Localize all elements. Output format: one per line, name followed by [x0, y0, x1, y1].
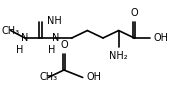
Text: NH: NH — [47, 16, 62, 26]
Text: N: N — [21, 33, 29, 43]
Text: NH₂: NH₂ — [109, 51, 128, 61]
Text: N: N — [52, 33, 60, 43]
Text: O: O — [60, 40, 68, 50]
Text: H: H — [16, 45, 24, 55]
Text: CH₃: CH₃ — [39, 72, 57, 82]
Text: CH₃: CH₃ — [2, 26, 20, 36]
Text: O: O — [131, 8, 138, 18]
Text: H: H — [48, 45, 55, 55]
Text: OH: OH — [87, 72, 102, 82]
Text: OH: OH — [153, 33, 168, 43]
